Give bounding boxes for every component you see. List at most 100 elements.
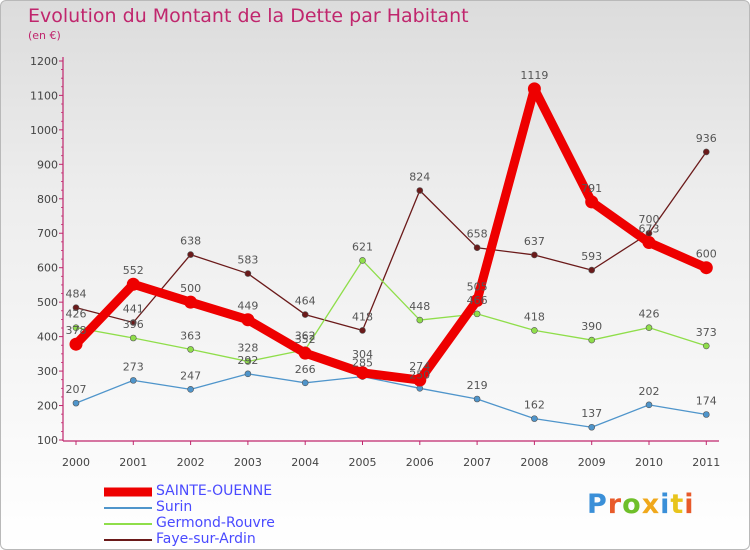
y-tick-label: 700 (37, 227, 58, 240)
series-line (75, 151, 707, 332)
data-point (531, 251, 538, 259)
data-label: 219 (467, 379, 488, 392)
data-label: 390 (581, 320, 602, 333)
data-label: 274 (409, 360, 430, 373)
data-label: 207 (66, 383, 87, 396)
data-label: 202 (639, 385, 660, 398)
proxiti-logo: Proxiti (587, 489, 695, 520)
logo-letter: o (622, 489, 642, 520)
legend-label: SAINTE-OUENNE (156, 483, 273, 499)
data-label: 441 (123, 302, 144, 315)
data-point (416, 316, 424, 324)
legend-swatch-sainte-ouenne (104, 487, 152, 497)
data-label: 449 (237, 300, 258, 313)
logo-letter: i (684, 489, 695, 520)
data-label: 464 (295, 295, 316, 308)
y-tick-label: 1100 (30, 89, 58, 102)
chart-title: Evolution du Montant de la Dette par Hab… (28, 5, 469, 27)
data-point (130, 319, 137, 326)
data-point (588, 336, 596, 344)
data-label: 426 (639, 308, 660, 321)
data-label: 448 (409, 300, 430, 313)
series-line (71, 84, 711, 385)
data-point (645, 401, 653, 409)
y-tick-label: 200 (37, 400, 58, 413)
data-point (187, 346, 194, 353)
data-label: 466 (467, 294, 488, 307)
logo-letter: x (641, 489, 661, 520)
data-label: 373 (696, 326, 717, 339)
data-point (301, 311, 309, 318)
x-tick-label: 2009 (578, 456, 606, 469)
data-point (72, 399, 80, 407)
data-label: 583 (237, 254, 258, 267)
y-tick-label: 1200 (30, 55, 58, 68)
data-point (126, 277, 140, 291)
y-tick-label: 800 (37, 193, 58, 206)
data-point (527, 82, 541, 96)
series-line (75, 373, 707, 428)
data-point (356, 366, 369, 380)
data-label: 638 (180, 235, 201, 248)
data-label: 426 (66, 308, 87, 321)
data-label: 824 (409, 171, 430, 184)
data-point (585, 195, 599, 209)
x-tick-label: 2004 (291, 456, 319, 469)
data-point (72, 304, 80, 311)
data-label: 250 (409, 368, 430, 381)
data-point (241, 313, 255, 327)
legend-label: Faye-sur-Ardin (156, 531, 256, 547)
data-point (699, 261, 713, 275)
data-point (72, 324, 80, 331)
x-tick-label: 2007 (463, 456, 491, 469)
data-label: 396 (123, 318, 144, 331)
data-label: 552 (123, 264, 144, 277)
y-tick-label: 900 (37, 158, 58, 171)
data-label: 500 (180, 282, 201, 295)
data-label: 247 (180, 369, 201, 382)
data-point (244, 358, 252, 365)
y-tick-label: 600 (37, 262, 58, 275)
data-point (702, 148, 710, 156)
y-tick-label: 500 (37, 296, 58, 309)
data-label: 621 (352, 240, 373, 253)
x-tick-label: 2003 (234, 456, 262, 469)
logo-letter: t (670, 489, 685, 520)
x-tick-label: 2001 (119, 456, 147, 469)
data-label: 484 (66, 288, 87, 301)
x-tick-label: 2011 (692, 456, 720, 469)
data-point (301, 379, 309, 387)
x-tick-label: 2006 (406, 456, 434, 469)
data-label: 673 (639, 223, 660, 236)
data-label: 637 (524, 235, 545, 248)
data-label: 505 (467, 280, 488, 293)
data-point (359, 257, 366, 264)
series-line (75, 259, 707, 363)
logo-letter: i (660, 489, 671, 520)
data-point (702, 342, 710, 350)
data-label: 362 (295, 330, 316, 343)
data-label: 418 (524, 310, 545, 323)
data-label: 285 (352, 357, 373, 370)
data-point (645, 324, 653, 331)
data-label: 273 (123, 360, 144, 373)
data-point (130, 377, 137, 384)
data-label: 328 (237, 341, 258, 354)
y-tick-label: 100 (37, 434, 58, 447)
y-tick-label: 400 (37, 331, 58, 344)
legend-swatch-faye-sur-ardin (104, 539, 152, 541)
data-point (588, 266, 596, 274)
x-tick-label: 2002 (177, 456, 205, 469)
data-point (531, 415, 538, 422)
data-label: 658 (467, 228, 488, 241)
data-label: 266 (295, 363, 316, 376)
legend-swatch-surin (104, 507, 152, 509)
data-label: 593 (581, 250, 602, 263)
data-label: 174 (696, 394, 717, 407)
data-point (702, 411, 710, 418)
y-tick-label: 300 (37, 365, 58, 378)
data-label: 162 (524, 399, 545, 412)
data-point (588, 423, 596, 431)
data-label: 791 (581, 182, 602, 195)
